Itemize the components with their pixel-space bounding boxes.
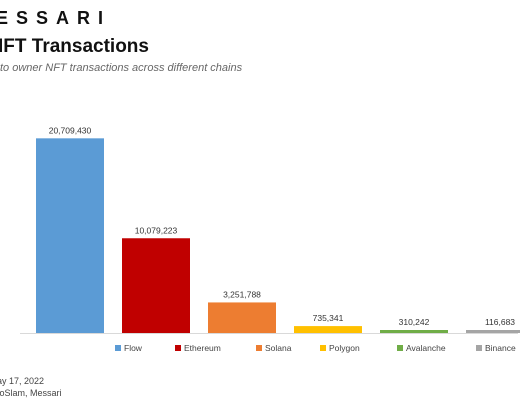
bar-binance	[466, 330, 520, 333]
bar-solana	[208, 302, 276, 333]
legend-label-polygon: Polygon	[329, 343, 360, 353]
legend-swatch-polygon	[320, 345, 326, 351]
data-label-polygon: 735,341	[313, 313, 344, 323]
data-label-flow: 20,709,430	[49, 125, 92, 135]
legend-label-flow: Flow	[124, 343, 143, 353]
legend-swatch-ethereum	[175, 345, 181, 351]
chart-subtitle: to owner NFT transactions across differe…	[0, 62, 243, 74]
legend-label-solana: Solana	[265, 343, 292, 353]
brand-logo: ESSARI	[0, 8, 112, 28]
legend-label-binance: Binance	[485, 343, 516, 353]
data-label-ethereum: 10,079,223	[135, 225, 178, 235]
chart-area: 20,709,430 10,079,223 3,251,788 735,341 310,…	[0, 80, 520, 368]
chart-title: IFT Transactions	[0, 36, 149, 57]
legend-swatch-avalanche	[397, 345, 403, 351]
data-label-solana: 3,251,788	[223, 289, 261, 299]
footnote-source: toSlam, Messari	[0, 388, 62, 398]
bar-ethereum	[122, 238, 190, 333]
legend-swatch-flow	[115, 345, 121, 351]
footnote-date: ay 17, 2022	[0, 376, 45, 386]
legend-swatch-binance	[476, 345, 482, 351]
bar-avalanche	[380, 330, 448, 333]
bar-flow	[36, 138, 104, 333]
legend-label-avalanche: Avalanche	[406, 343, 446, 353]
legend-swatch-solana	[256, 345, 262, 351]
bar-polygon	[294, 326, 362, 333]
legend-label-ethereum: Ethereum	[184, 343, 221, 353]
bar-chart: 20,709,430 10,079,223 3,251,788 735,341 310,…	[20, 125, 520, 353]
data-label-avalanche: 310,242	[399, 317, 430, 327]
data-label-binance: 116,683	[485, 317, 515, 327]
